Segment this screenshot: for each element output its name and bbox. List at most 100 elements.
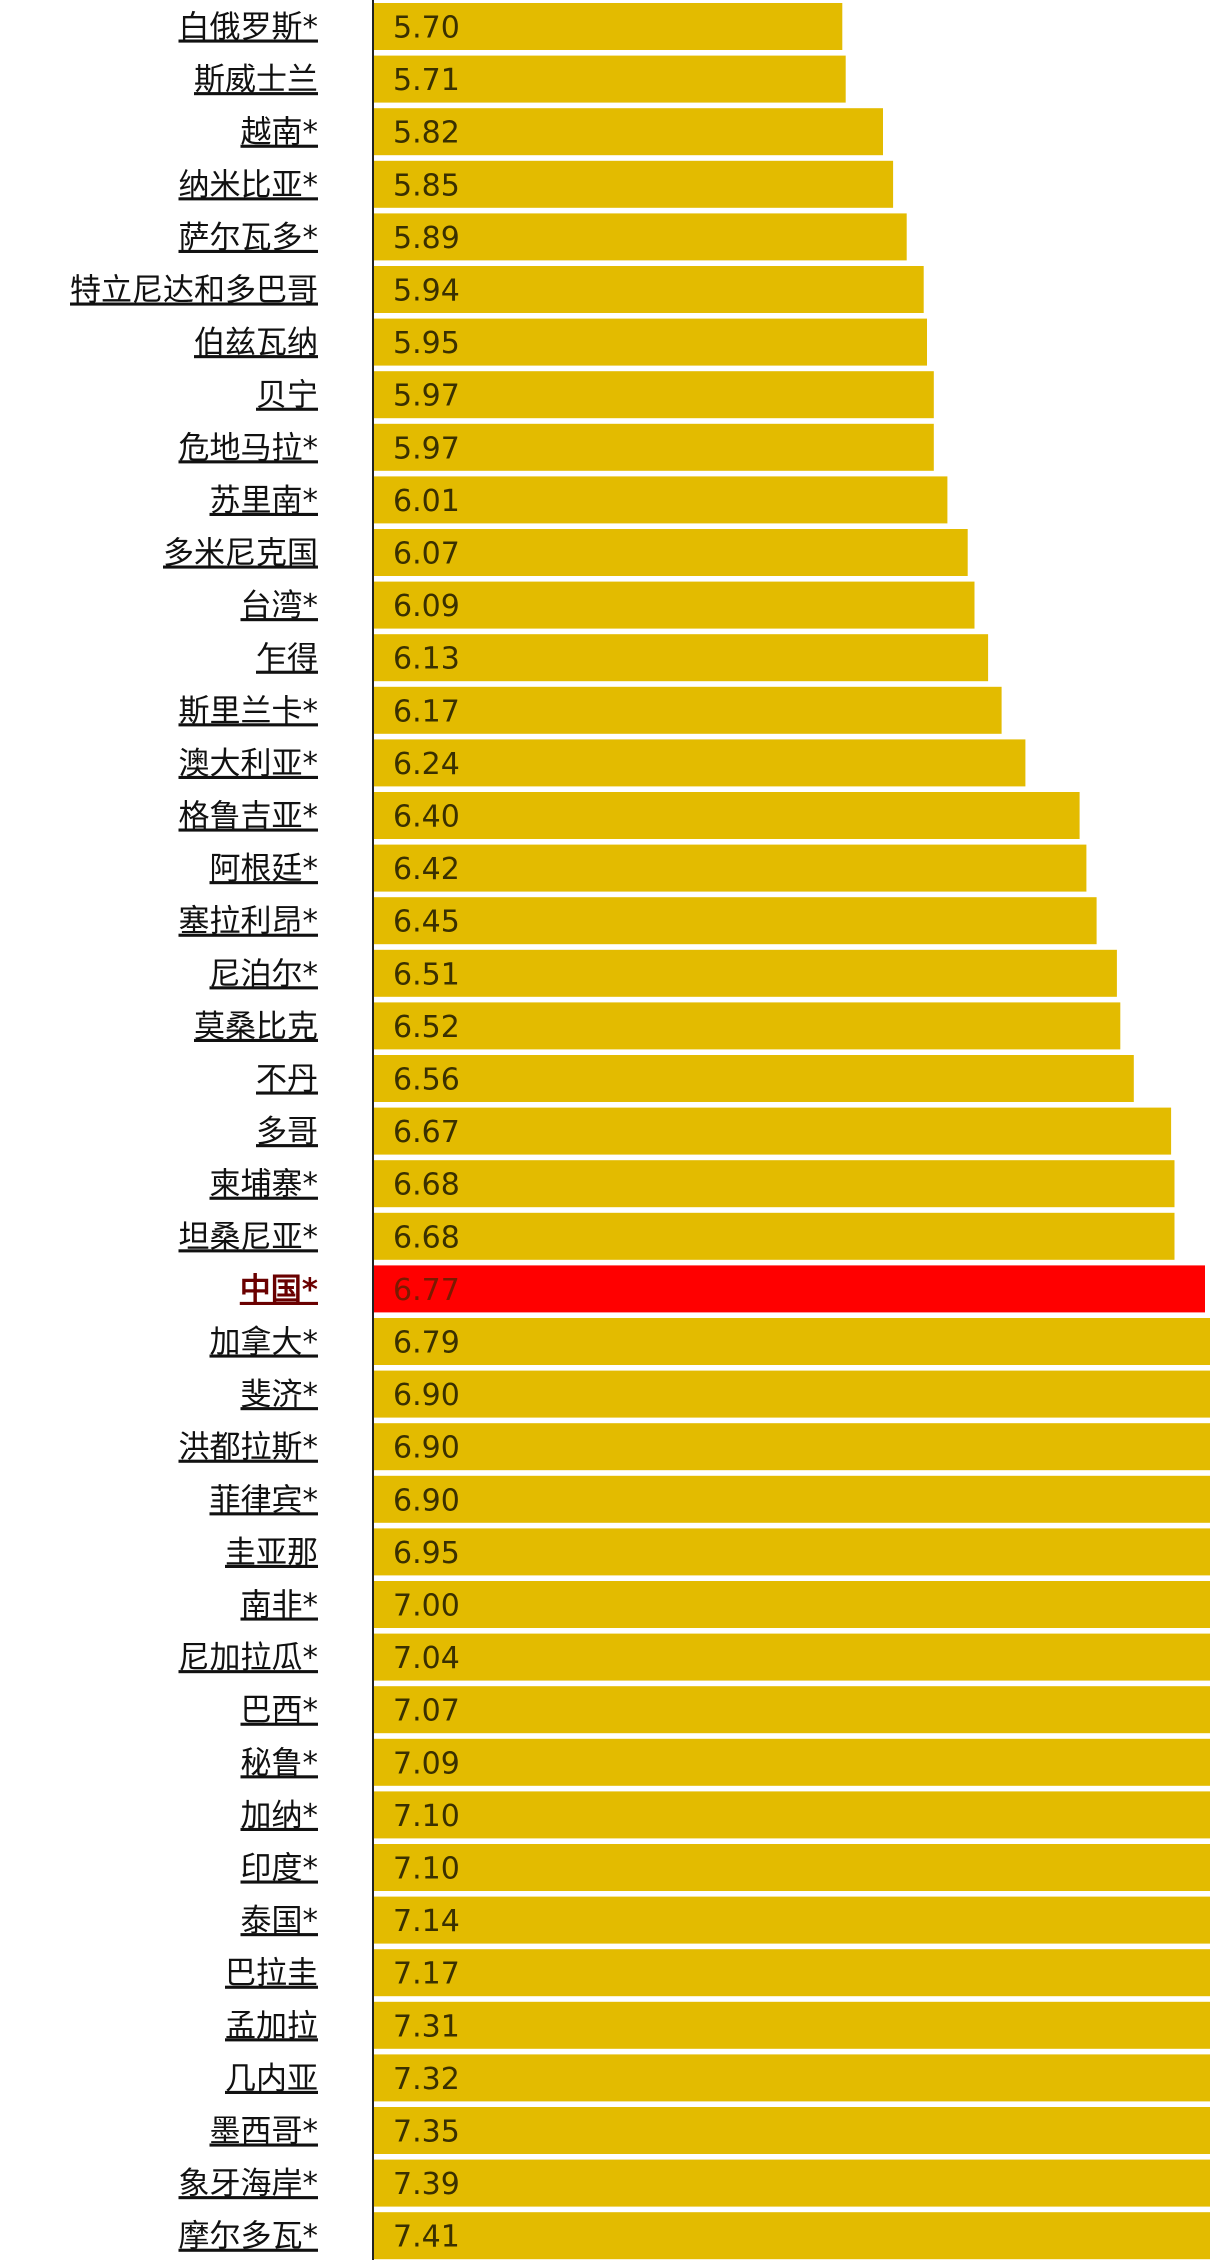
- bar: [373, 529, 968, 576]
- category-label[interactable]: 不丹: [256, 1062, 318, 1098]
- category-label[interactable]: 斯威士兰: [194, 62, 318, 98]
- category-label[interactable]: 台湾*: [241, 588, 319, 624]
- bar-value-label: 5.97: [393, 379, 460, 414]
- bar-value-label: 5.94: [393, 274, 460, 309]
- category-label[interactable]: 斐济*: [241, 1377, 319, 1413]
- category-label[interactable]: 莫桑比克: [194, 1009, 318, 1045]
- bar: [373, 213, 907, 261]
- bar-value-label: 7.32: [393, 2062, 460, 2097]
- bar: [373, 1423, 1210, 1471]
- bar: [373, 423, 934, 471]
- category-label[interactable]: 格鲁吉亚*: [179, 799, 319, 835]
- bar-value-label: 6.09: [393, 589, 460, 624]
- bar-value-label: 5.97: [393, 431, 460, 466]
- bar: [373, 160, 894, 208]
- bar-value-label: 6.42: [393, 852, 460, 887]
- bar: [373, 371, 934, 419]
- category-label[interactable]: 摩尔多瓦*: [179, 2219, 319, 2255]
- bar: [373, 2001, 1210, 2049]
- category-label[interactable]: 苏里南*: [210, 483, 319, 519]
- category-label[interactable]: 塞拉利昂*: [179, 904, 319, 940]
- bar-value-label: 6.90: [393, 1378, 460, 1413]
- bar: [373, 3, 843, 50]
- category-label[interactable]: 洪都拉斯*: [179, 1430, 319, 1466]
- bar: [373, 897, 1097, 945]
- bar: [373, 108, 883, 156]
- bar: [373, 2212, 1210, 2260]
- category-label[interactable]: 尼泊尔*: [210, 956, 319, 992]
- bar-value-label: 7.35: [393, 2115, 460, 2150]
- bar: [373, 1949, 1210, 1997]
- bar-value-label: 6.51: [393, 957, 460, 992]
- bar: [373, 1265, 1205, 1313]
- bar-value-label: 7.10: [393, 1799, 460, 1834]
- category-label[interactable]: 加纳*: [241, 1798, 319, 1834]
- category-label[interactable]: 多哥: [256, 1114, 318, 1150]
- category-label[interactable]: 特立尼达和多巴哥: [70, 273, 318, 309]
- bar-value-label: 6.56: [393, 1063, 460, 1098]
- bar: [373, 1318, 1210, 1365]
- category-label[interactable]: 纳米比亚*: [179, 167, 319, 203]
- bar-value-label: 7.00: [393, 1589, 460, 1624]
- category-label[interactable]: 阿根廷*: [210, 851, 319, 887]
- bar: [373, 2159, 1210, 2207]
- category-label[interactable]: 菲律宾*: [210, 1482, 319, 1518]
- bar: [373, 266, 924, 313]
- bar-value-label: 6.90: [393, 1431, 460, 1466]
- category-label[interactable]: 乍得: [256, 641, 318, 677]
- bar: [373, 1107, 1172, 1155]
- category-label[interactable]: 南非*: [241, 1588, 319, 1624]
- bar-value-label: 6.13: [393, 642, 460, 677]
- category-label[interactable]: 孟加拉: [225, 2008, 318, 2044]
- bar-value-label: 6.45: [393, 905, 460, 940]
- category-label[interactable]: 澳大利亚*: [179, 746, 319, 782]
- bar-value-label: 6.68: [393, 1168, 460, 1203]
- category-label[interactable]: 泰国*: [241, 1903, 319, 1939]
- bar: [373, 739, 1026, 787]
- bar: [373, 1738, 1210, 1786]
- category-label[interactable]: 中国*: [240, 1272, 318, 1308]
- category-label[interactable]: 圭亚那: [225, 1535, 318, 1571]
- bar: [373, 1581, 1210, 1628]
- category-label[interactable]: 尼加拉瓜*: [179, 1640, 319, 1676]
- bar: [373, 1212, 1175, 1260]
- bar-value-label: 6.90: [393, 1483, 460, 1518]
- category-label[interactable]: 越南*: [241, 115, 319, 151]
- bar-value-label: 6.79: [393, 1326, 460, 1361]
- bar-value-label: 7.07: [393, 1694, 460, 1729]
- bar: [373, 1844, 1210, 1891]
- category-label[interactable]: 柬埔寨*: [210, 1167, 319, 1203]
- bars: [373, 3, 1210, 2260]
- category-label[interactable]: 贝宁: [256, 378, 318, 414]
- category-label[interactable]: 加拿大*: [210, 1325, 319, 1361]
- bar-value-label: 7.17: [393, 1957, 460, 1992]
- bar: [373, 1896, 1210, 1944]
- bar: [373, 2107, 1210, 2154]
- bar-value-label: 7.10: [393, 1852, 460, 1887]
- bar-value-label: 7.31: [393, 2009, 460, 2044]
- category-label[interactable]: 象牙海岸*: [179, 2166, 319, 2202]
- category-label[interactable]: 秘鲁*: [241, 1745, 319, 1781]
- bar-value-label: 7.09: [393, 1746, 460, 1781]
- bar-value-label: 5.71: [393, 63, 460, 98]
- bar-value-label: 5.70: [393, 11, 460, 46]
- category-label[interactable]: 危地马拉*: [179, 430, 319, 466]
- category-label[interactable]: 几内亚: [225, 2061, 318, 2097]
- category-label[interactable]: 多米尼克国: [163, 536, 318, 572]
- bar-value-label: 6.67: [393, 1115, 460, 1150]
- category-label[interactable]: 伯兹瓦纳: [194, 325, 318, 361]
- category-label[interactable]: 巴西*: [241, 1693, 319, 1729]
- category-label[interactable]: 坦桑尼亚*: [179, 1219, 319, 1255]
- category-label[interactable]: 斯里兰卡*: [179, 693, 319, 729]
- bar-value-label: 6.17: [393, 694, 460, 729]
- category-label[interactable]: 白俄罗斯*: [179, 10, 319, 46]
- bar: [373, 581, 975, 629]
- category-label[interactable]: 萨尔瓦多*: [179, 220, 319, 256]
- category-label[interactable]: 墨西哥*: [210, 2114, 319, 2150]
- bar-value-label: 5.89: [393, 221, 460, 256]
- bar-value-label: 6.52: [393, 1010, 460, 1045]
- category-label[interactable]: 印度*: [241, 1851, 319, 1887]
- category-label[interactable]: 巴拉圭: [225, 1956, 318, 1992]
- bar-value-label: 6.24: [393, 747, 460, 782]
